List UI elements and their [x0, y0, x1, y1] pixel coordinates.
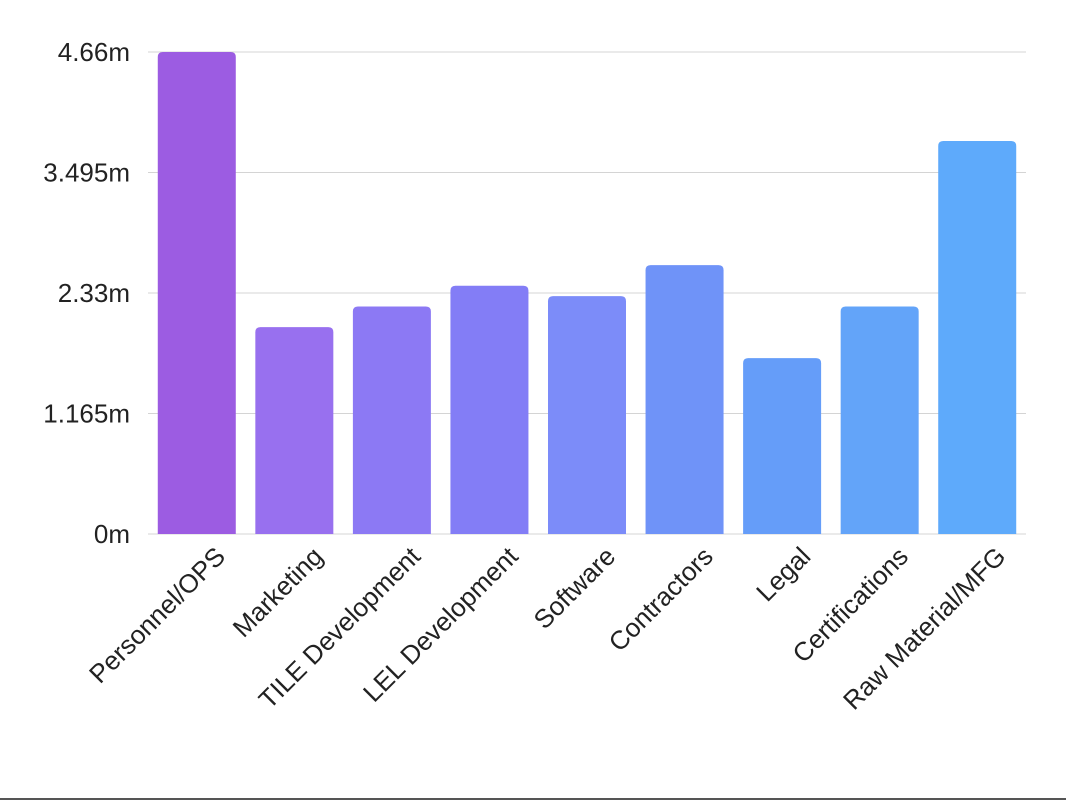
bar — [743, 358, 822, 534]
bottom-border — [0, 798, 1066, 800]
bar — [157, 52, 236, 534]
x-tick-label: Raw Material/MFG — [837, 541, 1011, 715]
x-tick-label: TILE Development — [253, 540, 427, 714]
y-axis-ticks: 0m 1.165m 2.33m 3.495m 4.66m — [43, 37, 130, 549]
y-tick-label: 1.165m — [43, 399, 130, 429]
bar — [255, 327, 334, 534]
y-tick-label: 2.33m — [58, 278, 130, 308]
bar — [352, 306, 431, 534]
y-tick-label: 0m — [94, 519, 130, 549]
y-tick-label: 4.66m — [58, 37, 130, 67]
y-tick-label: 3.495m — [43, 158, 130, 188]
x-tick-label: Personnel/OPS — [83, 541, 231, 689]
x-tick-label: Marketing — [227, 541, 329, 643]
x-tick-label: Contractors — [603, 541, 719, 657]
bar — [938, 140, 1017, 534]
bar — [548, 296, 626, 534]
bar — [645, 265, 724, 534]
bar — [450, 285, 529, 534]
x-tick-label: Legal — [750, 541, 816, 607]
bars — [157, 52, 1017, 534]
bar — [840, 306, 919, 534]
x-tick-label: Software — [527, 541, 621, 635]
